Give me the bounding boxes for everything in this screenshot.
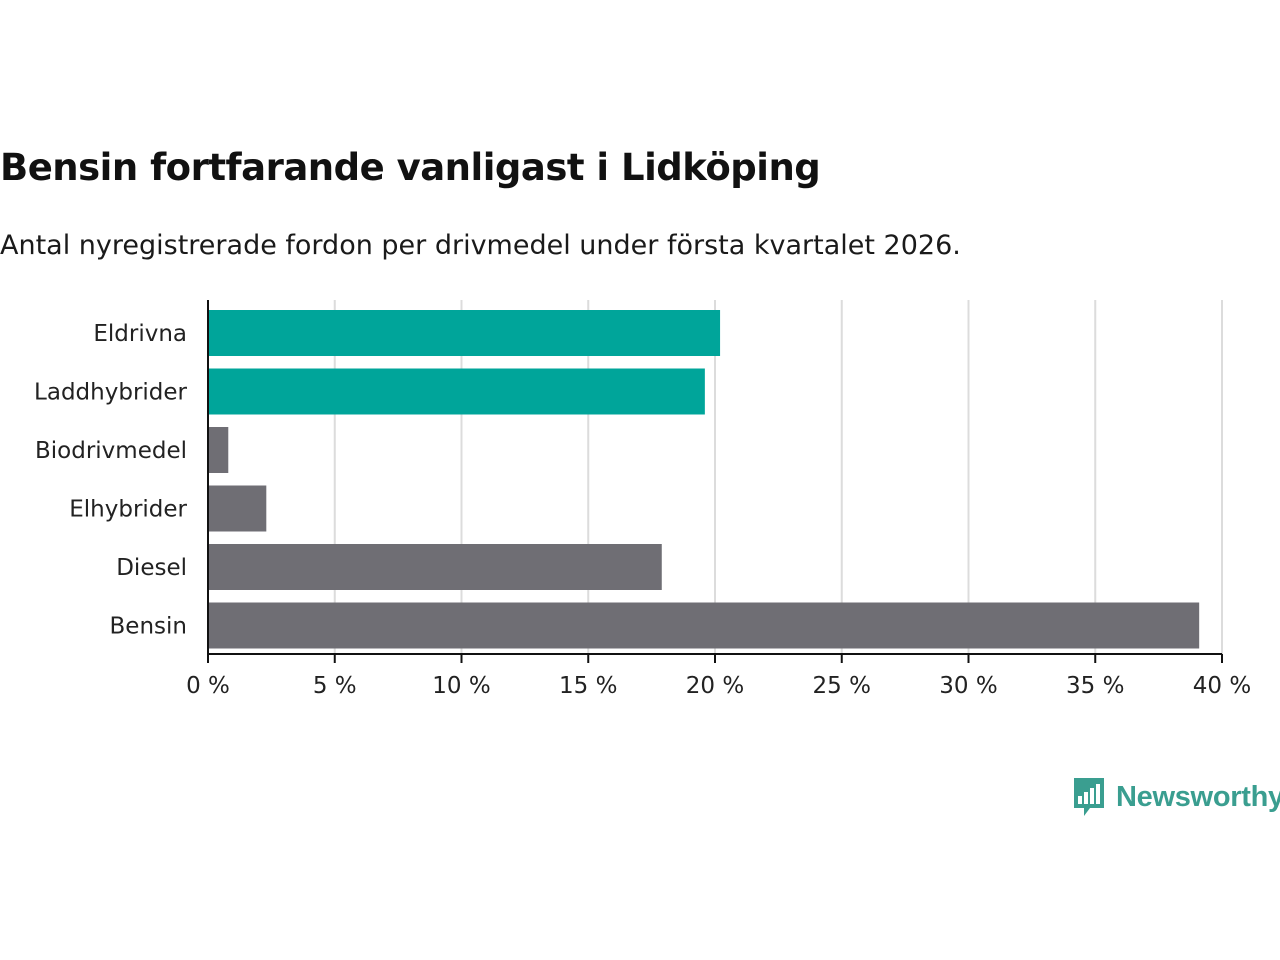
x-tick-label: 25 %: [813, 673, 871, 699]
chart-title: Bensin fortfarande vanligast i Lidköping: [0, 146, 821, 189]
x-tick-label: 40 %: [1193, 673, 1251, 699]
bars: [208, 310, 1200, 649]
x-axis: 0 % 5 % 10 % 15 % 20 % 25 % 30 % 35 % 40 %: [186, 300, 1251, 699]
bar-chart-speech-bubble-icon: [1074, 778, 1104, 816]
bar-elhybrider: [208, 485, 267, 532]
category-label: Biodrivmedel: [35, 438, 187, 464]
x-tick-label: 15 %: [559, 673, 617, 699]
grid-lines: [333, 300, 1223, 654]
bar-diesel: [208, 544, 662, 590]
x-tick-label: 10 %: [432, 673, 490, 699]
category-label: Elhybrider: [69, 497, 187, 523]
brand-logo: Newsworthy: [1072, 776, 1280, 818]
category-label: Bensin: [110, 614, 187, 640]
bar-chart: Eldrivna Laddhybrider Biodrivmedel Elhybrid…: [34, 300, 1251, 699]
x-tick-label: 30 %: [939, 673, 997, 699]
x-tick-label: 20 %: [686, 673, 744, 699]
x-tick-label: 35 %: [1066, 673, 1124, 699]
chart-subtitle: Antal nyregistrerade fordon per drivmede…: [0, 230, 961, 261]
category-labels: Eldrivna Laddhybrider Biodrivmedel Elhybrid…: [34, 321, 187, 640]
bar-laddhybrider: [208, 368, 705, 415]
bar-biodrivmedel: [208, 427, 229, 473]
bar-eldrivna: [208, 310, 721, 356]
bar-bensin: [208, 602, 1200, 649]
category-label: Eldrivna: [93, 321, 187, 347]
brand-name: Newsworthy: [1116, 780, 1280, 813]
x-tick-label: 5 %: [313, 673, 357, 699]
category-label: Laddhybrider: [34, 380, 187, 406]
x-tick-label: 0 %: [186, 673, 230, 699]
category-label: Diesel: [116, 555, 187, 581]
